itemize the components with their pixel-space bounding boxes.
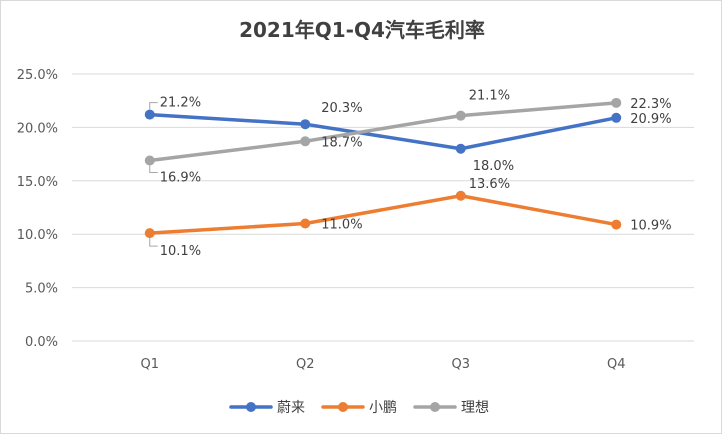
legend-label: 小鹏 [369, 400, 397, 416]
data-label: 21.2% [160, 96, 201, 111]
leader-line [149, 165, 158, 174]
y-tick-label: 0.0% [25, 335, 58, 350]
data-label: 10.1% [160, 244, 201, 259]
data-label: 18.0% [473, 159, 514, 174]
data-point [455, 190, 466, 201]
legend-label: 蔚来 [277, 400, 305, 416]
data-labels: 21.2% 20.3% 18.0% 20.9% 10.1% 11.0% 13.6% 10.9%… [149, 89, 672, 259]
leader-line [149, 102, 158, 110]
series-group [144, 97, 622, 239]
y-axis-ticks: 0.0% 5.0% 10.0% 15.0% 20.0% 25.0% [17, 68, 58, 350]
y-tick-label: 20.0% [17, 121, 58, 136]
legend-marker [430, 402, 440, 412]
data-label: 10.9% [630, 219, 671, 234]
data-label: 20.3% [321, 101, 362, 116]
data-label: 21.1% [469, 89, 510, 104]
y-tick-label: 15.0% [17, 175, 58, 190]
x-axis-ticks: Q1 Q2 Q3 Q4 [140, 357, 625, 372]
data-point [611, 112, 622, 123]
y-tick-label: 25.0% [17, 68, 58, 83]
x-tick-label: Q1 [140, 357, 159, 372]
legend-label: 理想 [461, 400, 489, 416]
legend: 蔚来 小鹏 理想 [229, 400, 489, 416]
data-point [455, 110, 466, 121]
y-tick-label: 5.0% [25, 282, 58, 297]
x-tick-label: Q3 [451, 357, 470, 372]
data-label: 18.7% [321, 135, 362, 150]
data-label: 11.0% [321, 218, 362, 233]
data-point [144, 155, 155, 166]
data-label: 16.9% [160, 171, 201, 186]
data-point [300, 136, 311, 147]
chart-title: 2021年Q1-Q4汽车毛利率 [239, 18, 485, 42]
series-line [148, 194, 618, 235]
data-point [300, 119, 311, 130]
legend-marker [338, 402, 348, 412]
series-line [148, 112, 618, 151]
data-point [611, 219, 622, 230]
data-point [300, 218, 311, 229]
leader-line [149, 238, 158, 247]
series-line [148, 101, 618, 163]
data-point [144, 228, 155, 239]
data-label: 22.3% [630, 97, 671, 112]
data-label: 13.6% [469, 177, 510, 192]
data-point [144, 109, 155, 120]
x-tick-label: Q4 [607, 357, 626, 372]
data-point [611, 97, 622, 108]
x-tick-label: Q2 [296, 357, 315, 372]
legend-marker [246, 402, 256, 412]
y-tick-label: 10.0% [17, 228, 58, 243]
data-point [455, 143, 466, 154]
data-label: 20.9% [630, 112, 671, 127]
